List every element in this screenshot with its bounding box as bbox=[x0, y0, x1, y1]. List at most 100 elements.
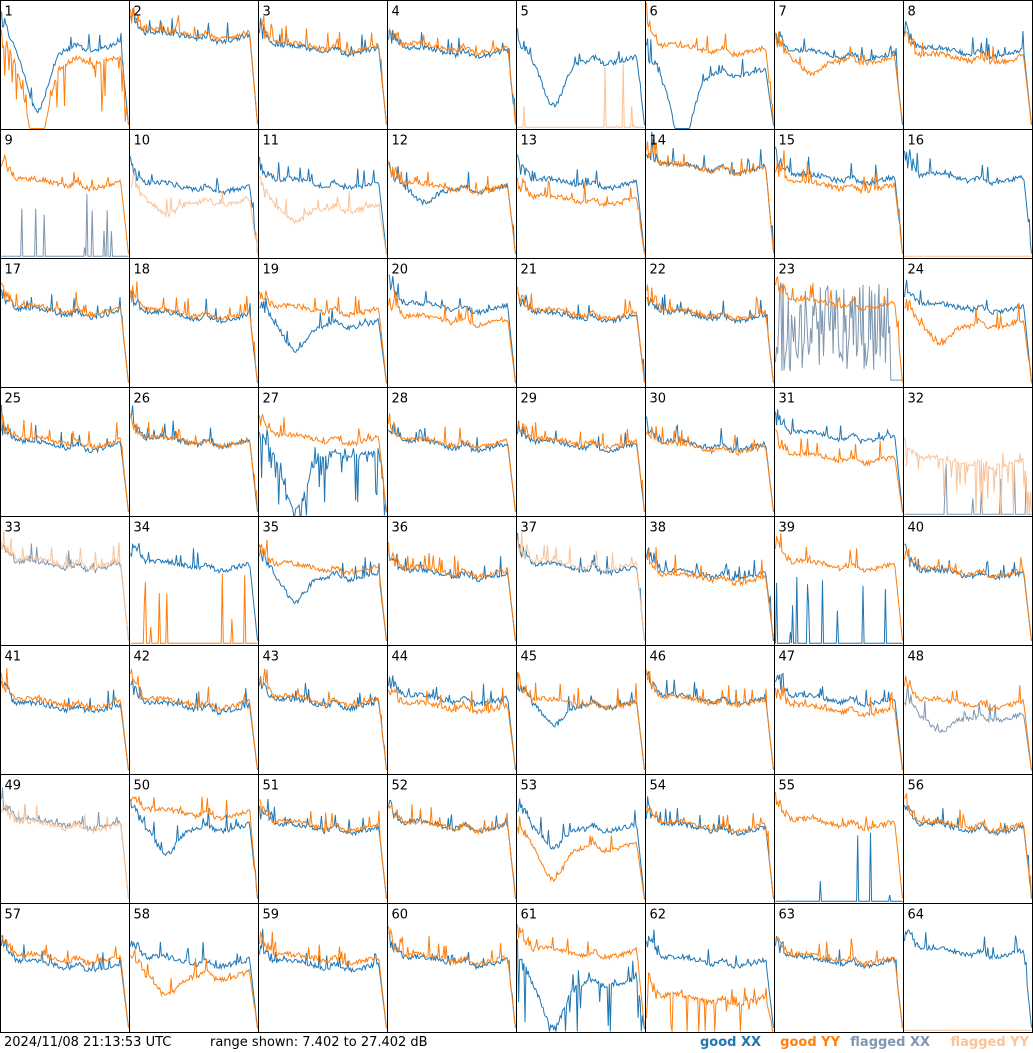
panel-label: 48 bbox=[908, 650, 925, 665]
series-xx-line bbox=[388, 799, 516, 899]
series-xx-line bbox=[130, 543, 258, 641]
series-yy-line bbox=[259, 799, 387, 899]
panel-label: 42 bbox=[134, 650, 151, 665]
panel-label: 5 bbox=[521, 5, 529, 20]
panel-label: 26 bbox=[134, 392, 151, 407]
series-yy-line bbox=[904, 793, 1032, 899]
panel-frame bbox=[903, 0, 1033, 130]
series-yy-line bbox=[388, 29, 516, 125]
panel-frame bbox=[645, 774, 775, 904]
panel-24: 24 bbox=[903, 258, 1033, 388]
panel-46: 46 bbox=[645, 645, 775, 775]
panel-frame bbox=[516, 0, 646, 130]
panel-40: 40 bbox=[903, 516, 1033, 646]
series-xx-line bbox=[646, 929, 774, 1029]
series-yy-line bbox=[517, 531, 645, 641]
panel-37: 37 bbox=[516, 516, 646, 646]
series-yy-line bbox=[1, 282, 129, 383]
panel-frame bbox=[774, 516, 904, 646]
panel-frame bbox=[903, 258, 1033, 388]
panel-7: 7 bbox=[774, 0, 904, 130]
series-xx-line bbox=[646, 671, 774, 770]
series-yy-line bbox=[388, 290, 516, 384]
panel-frame bbox=[129, 387, 259, 517]
panel-17: 17 bbox=[0, 258, 130, 388]
panel-29: 29 bbox=[516, 387, 646, 517]
series-xx-line bbox=[904, 149, 1032, 254]
panel-frame bbox=[387, 516, 517, 646]
series-xx-line bbox=[388, 424, 516, 513]
panel-9: 9 bbox=[0, 129, 130, 259]
panel-label: 27 bbox=[263, 392, 280, 407]
panel-frame bbox=[516, 774, 646, 904]
panel-frame bbox=[516, 516, 646, 646]
panel-frame bbox=[0, 387, 130, 517]
series-yy-line bbox=[646, 137, 774, 254]
series-yy-line bbox=[388, 687, 516, 767]
series-xx-line bbox=[259, 298, 387, 384]
series-xx-line bbox=[388, 274, 516, 383]
panel-label: 4 bbox=[392, 5, 400, 20]
series-yy-line bbox=[775, 936, 903, 1028]
panel-49: 49 bbox=[0, 774, 130, 904]
series-yy-line bbox=[775, 533, 903, 641]
panel-label: 43 bbox=[263, 650, 280, 665]
panel-label: 30 bbox=[650, 392, 667, 407]
panel-47: 47 bbox=[774, 645, 904, 775]
panel-label: 58 bbox=[134, 908, 151, 923]
series-xx-line bbox=[259, 928, 387, 1029]
panel-label: 47 bbox=[779, 650, 796, 665]
panel-60: 60 bbox=[387, 903, 517, 1033]
panel-frame bbox=[129, 258, 259, 388]
series-xx-line bbox=[775, 576, 903, 644]
panel-12: 12 bbox=[387, 129, 517, 259]
panel-label: 49 bbox=[5, 779, 22, 794]
panel-frame bbox=[0, 258, 130, 388]
series-yy-line bbox=[259, 539, 387, 641]
series-xx-line bbox=[904, 804, 1032, 899]
series-xx-line bbox=[1, 935, 129, 1026]
panel-frame bbox=[258, 0, 388, 130]
panel-frame bbox=[0, 516, 130, 646]
series-xx-line bbox=[646, 547, 774, 642]
series-yy-line bbox=[1, 935, 129, 1028]
panel-label: 40 bbox=[908, 521, 925, 536]
panel-34: 34 bbox=[129, 516, 259, 646]
panel-frame bbox=[129, 129, 259, 259]
range-readout: range shown: 7.402 to 27.402 dB bbox=[210, 1035, 428, 1050]
series-yy-line bbox=[130, 281, 258, 383]
panel-19: 19 bbox=[258, 258, 388, 388]
series-yy-line bbox=[517, 924, 645, 1026]
series-yy-line bbox=[775, 276, 903, 383]
panel-label: 51 bbox=[263, 779, 280, 794]
series-yy-line bbox=[517, 64, 645, 128]
series-yy-line bbox=[517, 286, 645, 383]
panel-1: 1 bbox=[0, 0, 130, 130]
series-xx-line bbox=[904, 543, 1032, 642]
panel-label: 38 bbox=[650, 521, 667, 536]
panel-36: 36 bbox=[387, 516, 517, 646]
panel-frame bbox=[258, 129, 388, 259]
panel-label: 23 bbox=[779, 263, 796, 278]
panel-frame bbox=[258, 516, 388, 646]
panel-23: 23 bbox=[774, 258, 904, 388]
panel-8: 8 bbox=[903, 0, 1033, 130]
series-xx-line bbox=[1, 680, 129, 771]
panel-58: 58 bbox=[129, 903, 259, 1033]
panel-label: 7 bbox=[779, 5, 787, 20]
panel-27: 27 bbox=[258, 387, 388, 517]
panel-label: 24 bbox=[908, 263, 925, 278]
panel-label: 34 bbox=[134, 521, 151, 536]
series-xx-line bbox=[130, 156, 258, 255]
series-yy-line bbox=[388, 413, 516, 512]
series-xx-line bbox=[130, 678, 258, 771]
series-yy-line bbox=[130, 669, 258, 771]
series-yy-line bbox=[904, 675, 1032, 771]
panel-label: 10 bbox=[134, 134, 151, 149]
panel-30: 30 bbox=[645, 387, 775, 517]
series-yy-line bbox=[1, 667, 129, 771]
panel-frame bbox=[645, 129, 775, 259]
panel-22: 22 bbox=[645, 258, 775, 388]
series-xx-line bbox=[388, 675, 516, 770]
